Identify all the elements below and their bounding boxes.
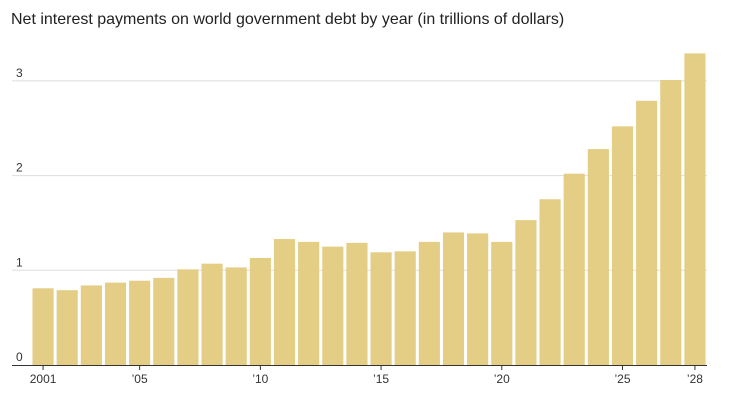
bar xyxy=(370,252,392,365)
bar xyxy=(394,251,416,365)
x-axis-ticks: 2001 ’05 ’10 ’15 ’20 ’25 ’28 xyxy=(30,365,703,386)
bar xyxy=(153,277,175,365)
x-tick-label: ’25 xyxy=(614,372,630,386)
x-tick-label: ’28 xyxy=(687,372,703,386)
bar xyxy=(611,126,634,365)
y-tick-label: 2 xyxy=(16,161,23,175)
y-tick-label: 0 xyxy=(16,350,23,364)
bar xyxy=(249,257,271,365)
bars xyxy=(32,53,706,366)
bar xyxy=(418,241,440,365)
x-tick-label: ’05 xyxy=(132,372,148,386)
bar xyxy=(129,280,151,365)
x-tick-label: ’20 xyxy=(494,372,510,386)
bar xyxy=(491,241,513,365)
bar xyxy=(225,267,247,365)
bar xyxy=(104,282,127,365)
bar xyxy=(515,220,537,365)
x-tick-label: 2001 xyxy=(30,372,57,386)
bar xyxy=(467,233,489,365)
chart-title: Net interest payments on world governmen… xyxy=(11,11,565,28)
bar xyxy=(636,100,658,366)
y-tick-label: 1 xyxy=(16,255,23,269)
bar xyxy=(346,242,368,365)
x-tick-label: ’10 xyxy=(252,372,268,386)
bar xyxy=(587,149,609,365)
bar xyxy=(298,241,320,365)
bar xyxy=(660,79,682,365)
bar xyxy=(539,199,561,365)
bar xyxy=(56,290,78,365)
bar xyxy=(684,53,706,365)
y-axis-ticks: 0 1 2 3 xyxy=(16,66,23,364)
bar xyxy=(201,263,223,365)
bar xyxy=(563,173,585,365)
bar xyxy=(177,269,199,365)
x-tick-label: ’15 xyxy=(373,372,389,386)
bar xyxy=(322,246,344,365)
bar xyxy=(273,239,296,365)
bar xyxy=(32,288,54,365)
bar xyxy=(442,232,465,365)
bar xyxy=(80,285,102,365)
y-tick-label: 3 xyxy=(16,66,23,80)
